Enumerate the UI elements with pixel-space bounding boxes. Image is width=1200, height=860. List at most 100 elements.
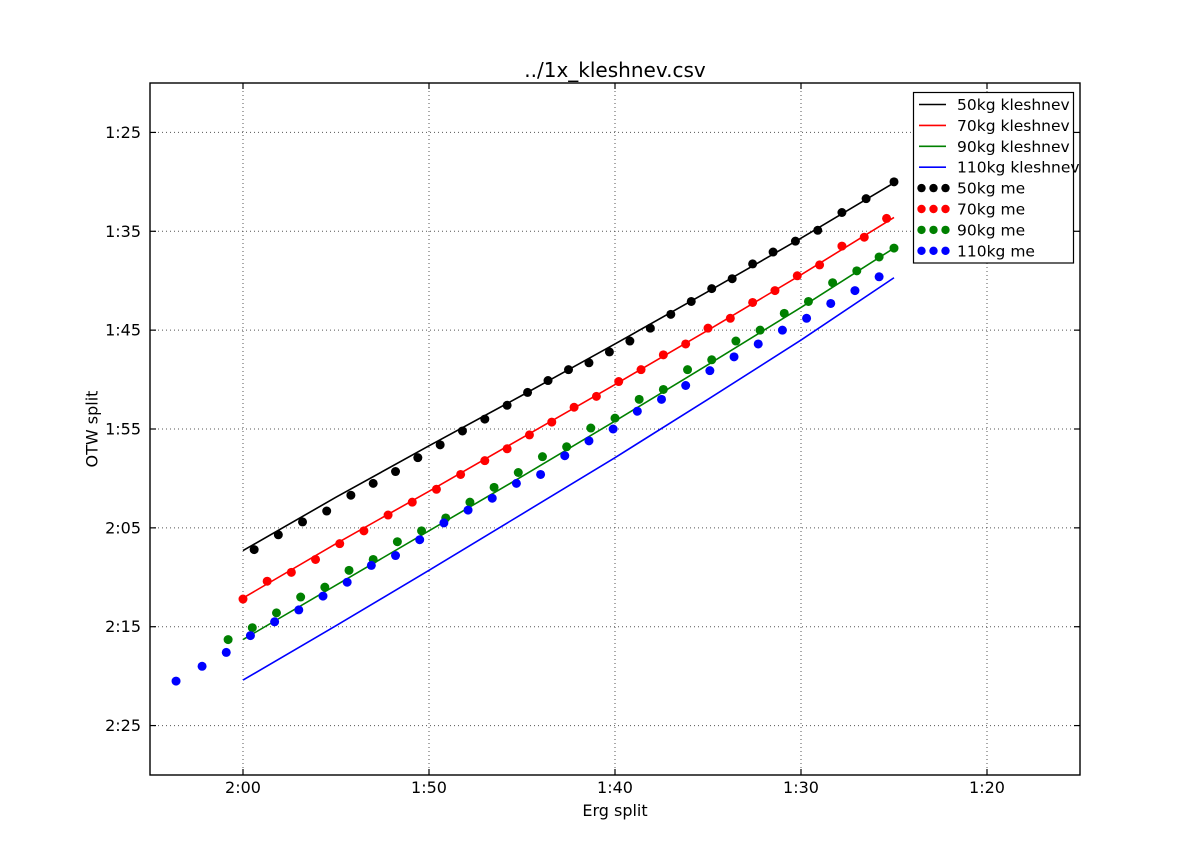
data-point-50kg-me [413, 453, 423, 463]
data-point-110kg-me [171, 676, 181, 686]
data-point-110kg-me [657, 394, 666, 404]
legend-label-110kg-kleshnev: 110kg kleshnev [957, 159, 1080, 177]
data-point-70kg-me [502, 444, 512, 454]
x-tick-label: 1:50 [411, 778, 447, 797]
y-tick-label: 2:25 [105, 716, 141, 735]
data-point-110kg-me [221, 647, 231, 657]
data-point-70kg-me [658, 350, 668, 360]
data-point-50kg-me [543, 376, 553, 386]
data-point-70kg-me [882, 213, 892, 223]
data-point-70kg-me [311, 554, 321, 564]
legend-label-90kg-me: 90kg me [957, 221, 1025, 239]
data-point-110kg-me [511, 478, 521, 488]
data-point-110kg-me [342, 577, 352, 587]
data-point-70kg-me [614, 377, 624, 387]
data-point-110kg-me [753, 339, 763, 349]
legend-label-110kg-me: 110kg me [957, 242, 1035, 260]
data-point-50kg-me [645, 323, 655, 333]
data-point-50kg-me [391, 467, 401, 477]
data-point-110kg-me [536, 469, 546, 479]
data-point-90kg-me [417, 526, 427, 536]
data-point-70kg-me [703, 323, 713, 333]
data-point-70kg-me [456, 469, 466, 479]
data-point-70kg-me [524, 430, 534, 440]
data-point-70kg-me [591, 391, 601, 401]
data-point-70kg-me [569, 402, 579, 412]
x-tick-label: 1:30 [783, 778, 819, 797]
y-tick-label: 1:35 [105, 222, 141, 241]
data-point-110kg-me [681, 381, 691, 391]
legend-swatch-marker-110kg-me [941, 246, 950, 255]
data-point-50kg-me [249, 545, 259, 555]
data-point-50kg-me [707, 284, 717, 294]
data-point-70kg-me [725, 313, 735, 323]
data-point-70kg-me [681, 339, 691, 349]
legend-swatch-marker-90kg-me [941, 225, 950, 235]
data-point-110kg-me [318, 591, 328, 601]
legend-swatch-marker-90kg-me [917, 225, 926, 235]
data-point-50kg-me [480, 414, 490, 424]
data-point-110kg-me [850, 286, 860, 296]
legend-swatch-marker-50kg-me [929, 183, 938, 193]
data-point-90kg-me [562, 442, 572, 452]
data-point-70kg-me [748, 297, 758, 307]
data-point-70kg-me [859, 232, 869, 242]
data-point-70kg-me [636, 365, 646, 375]
data-point-90kg-me [779, 308, 789, 318]
data-point-70kg-me [407, 497, 417, 507]
x-tick-label: 1:20 [969, 778, 1005, 797]
data-point-90kg-me [537, 452, 547, 462]
data-point-110kg-me [439, 518, 449, 528]
y-tick-label: 1:55 [105, 420, 141, 439]
x-axis-label: Erg split [582, 801, 648, 820]
data-point-70kg-me [837, 241, 847, 251]
data-point-110kg-me [415, 535, 425, 545]
data-point-50kg-me [748, 259, 758, 269]
data-point-110kg-me [463, 505, 473, 515]
data-point-110kg-me [777, 325, 787, 335]
data-point-90kg-me [707, 355, 717, 365]
data-point-110kg-me [487, 493, 497, 503]
data-point-50kg-me [604, 347, 614, 357]
data-point-50kg-me [889, 177, 899, 187]
data-point-90kg-me [634, 394, 644, 404]
data-point-90kg-me [513, 467, 523, 477]
data-point-50kg-me [502, 400, 512, 410]
data-point-110kg-me [705, 366, 715, 376]
data-point-110kg-me [366, 560, 376, 570]
data-point-90kg-me [465, 497, 475, 507]
data-point-90kg-me [610, 413, 620, 423]
data-point-50kg-me [790, 236, 800, 246]
data-point-90kg-me [586, 423, 596, 433]
data-point-90kg-me [320, 582, 330, 592]
data-point-90kg-me [344, 565, 354, 575]
data-point-90kg-me [658, 384, 668, 394]
legend-swatch-marker-90kg-me [929, 225, 938, 235]
data-point-110kg-me [608, 424, 618, 434]
data-point-90kg-me [489, 482, 499, 492]
data-point-90kg-me [828, 278, 838, 288]
y-tick-label: 1:45 [105, 321, 141, 340]
data-point-110kg-me [729, 352, 739, 362]
data-point-50kg-me [435, 440, 445, 450]
data-point-70kg-me [286, 567, 296, 577]
data-point-70kg-me [335, 539, 345, 549]
y-tick-label: 2:15 [105, 617, 141, 636]
data-point-110kg-me [391, 551, 401, 561]
data-point-110kg-me [197, 661, 207, 671]
data-point-50kg-me [457, 426, 467, 436]
data-point-70kg-me [792, 271, 802, 281]
data-point-70kg-me [815, 260, 825, 270]
data-point-110kg-me [294, 605, 304, 615]
legend-label-50kg-me: 50kg me [957, 180, 1025, 198]
data-point-110kg-me [584, 436, 594, 446]
data-point-50kg-me [625, 336, 635, 346]
legend-box [912, 91, 1075, 264]
data-point-90kg-me [683, 365, 693, 375]
data-point-70kg-me [238, 594, 248, 604]
chart-title: ../1x_kleshnev.csv [524, 58, 706, 82]
data-point-110kg-me [874, 272, 884, 282]
data-point-70kg-me [359, 526, 369, 536]
